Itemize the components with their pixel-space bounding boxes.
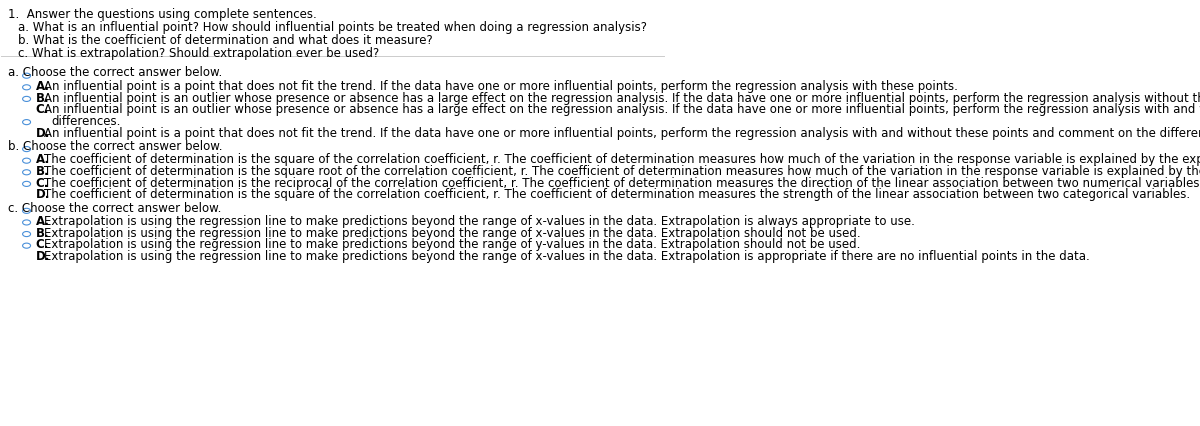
Text: C.: C. xyxy=(36,238,49,251)
Text: b. Choose the correct answer below.: b. Choose the correct answer below. xyxy=(8,140,222,153)
Text: The coefficient of determination is the reciprocal of the correlation coefficien: The coefficient of determination is the … xyxy=(44,176,1200,189)
Text: A.: A. xyxy=(36,80,50,93)
Text: The coefficient of determination is the square root of the correlation coefficie: The coefficient of determination is the … xyxy=(44,165,1200,178)
Text: An influential point is an outlier whose presence or absence has a large effect : An influential point is an outlier whose… xyxy=(44,92,1200,104)
Text: C.: C. xyxy=(36,176,49,189)
Text: The coefficient of determination is the square of the correlation coefficient, r: The coefficient of determination is the … xyxy=(44,153,1200,166)
Text: D.: D. xyxy=(36,126,50,139)
Text: a. What is an influential point? How should influential points be treated when d: a. What is an influential point? How sho… xyxy=(18,21,647,35)
Text: C.: C. xyxy=(36,103,49,116)
Text: B.: B. xyxy=(36,92,49,104)
Text: B.: B. xyxy=(36,165,49,178)
Text: 1.  Answer the questions using complete sentences.: 1. Answer the questions using complete s… xyxy=(8,8,317,21)
Text: Extrapolation is using the regression line to make predictions beyond the range : Extrapolation is using the regression li… xyxy=(44,226,862,239)
Text: Extrapolation is using the regression line to make predictions beyond the range : Extrapolation is using the regression li… xyxy=(44,250,1091,262)
Text: Extrapolation is using the regression line to make predictions beyond the range : Extrapolation is using the regression li… xyxy=(44,238,860,251)
Text: c. Choose the correct answer below.: c. Choose the correct answer below. xyxy=(8,201,221,215)
Text: a. Choose the correct answer below.: a. Choose the correct answer below. xyxy=(8,66,222,79)
Text: differences.: differences. xyxy=(52,115,120,128)
Text: c. What is extrapolation? Should extrapolation ever be used?: c. What is extrapolation? Should extrapo… xyxy=(18,46,379,60)
Text: An influential point is a point that does not fit the trend. If the data have on: An influential point is a point that doe… xyxy=(44,126,1200,139)
Text: The coefficient of determination is the square of the correlation coefficient, r: The coefficient of determination is the … xyxy=(44,188,1190,201)
Text: B.: B. xyxy=(36,226,49,239)
Text: An influential point is an outlier whose presence or absence has a large effect : An influential point is an outlier whose… xyxy=(44,103,1200,116)
Text: D.: D. xyxy=(36,188,50,201)
Text: An influential point is a point that does not fit the trend. If the data have on: An influential point is a point that doe… xyxy=(44,80,959,93)
Text: A.: A. xyxy=(36,215,50,227)
Text: D.: D. xyxy=(36,250,50,262)
Text: Extrapolation is using the regression line to make predictions beyond the range : Extrapolation is using the regression li… xyxy=(44,215,916,227)
Text: A.: A. xyxy=(36,153,50,166)
Text: b. What is the coefficient of determination and what does it measure?: b. What is the coefficient of determinat… xyxy=(18,34,433,47)
